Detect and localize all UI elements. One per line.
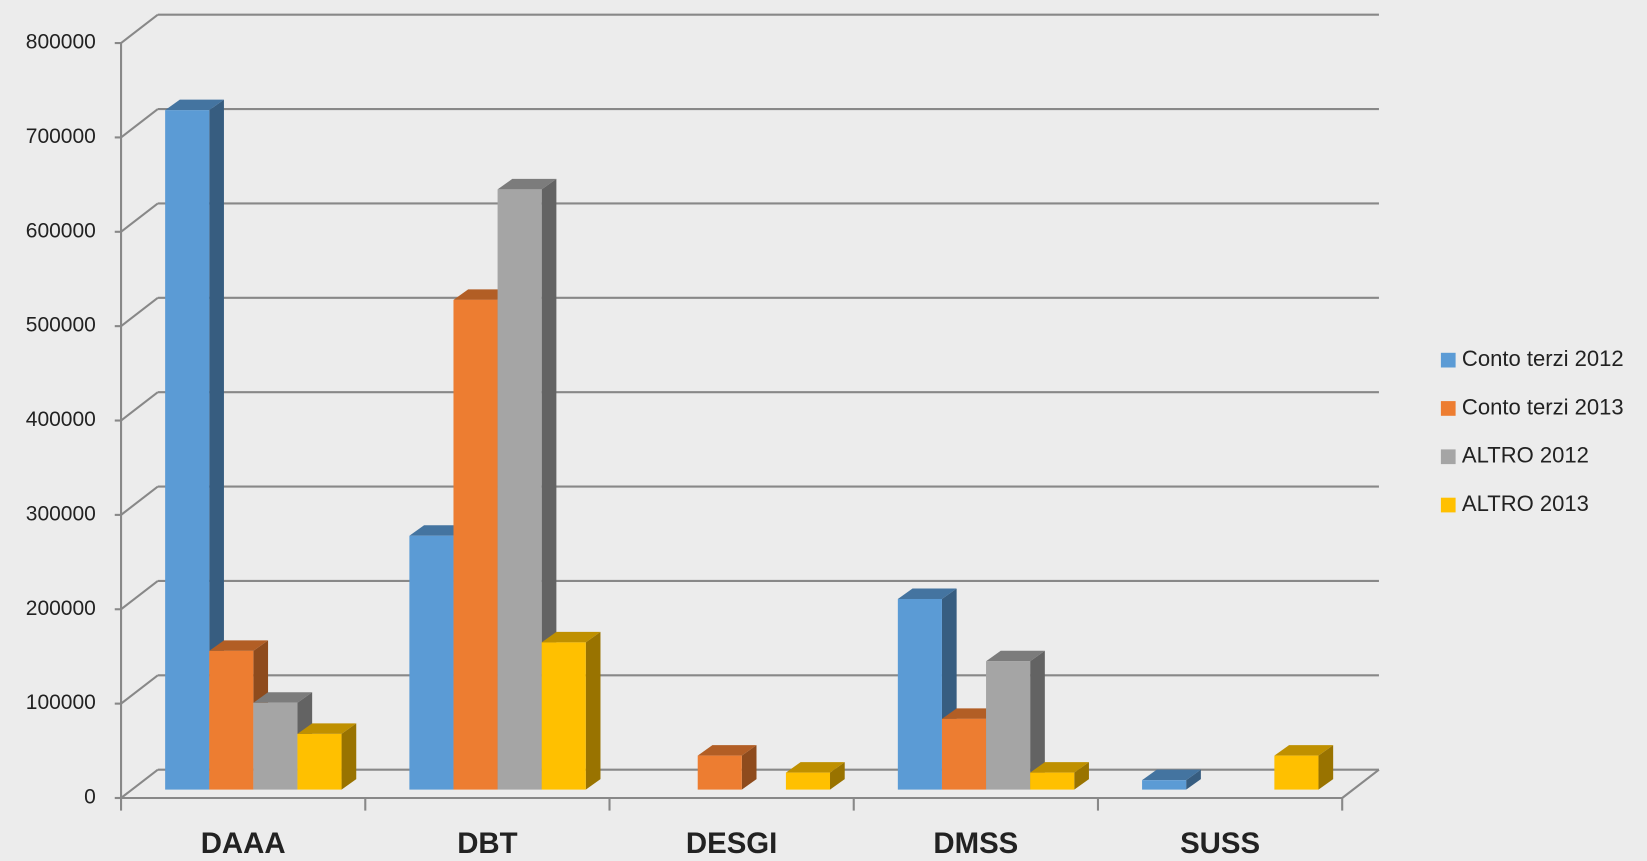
legend-swatch [1440,352,1456,368]
bar [1274,745,1334,790]
bar-side [1030,650,1045,790]
bar-side [209,99,224,790]
bar-front [941,718,987,790]
y-tick-label: 500000 [26,314,96,337]
bar-top [409,525,469,536]
bar-top [1274,745,1334,756]
x-tick-label: DMSS [933,827,1018,860]
bar-front [541,642,586,790]
bar-front [785,772,831,790]
legend-label: Conto terzi 2012 [1462,346,1624,371]
legend-swatch [1440,401,1456,416]
bar-top [785,762,845,773]
bar-top [1030,762,1089,773]
bar-top [541,631,601,643]
bar-side [830,762,845,790]
bar-side [1318,745,1334,790]
bar [697,745,757,790]
bar-side [341,723,357,790]
grid-line [120,580,159,611]
bar-front [1030,772,1075,790]
bar-top [697,745,757,756]
bar [1030,762,1089,790]
y-tick-label: 700000 [26,125,96,148]
bar [297,723,357,790]
legend-swatch [1440,497,1456,513]
grid-line [120,13,159,44]
bar-front [409,535,454,790]
bar-top [209,640,269,651]
floor-edge [1341,768,1380,799]
y-tick-label: 0 [84,786,96,809]
bar [165,99,224,790]
y-tick-label: 100000 [26,691,96,714]
bar-front [165,110,210,790]
y-tick-label: 200000 [26,597,96,620]
bar-top [1142,769,1201,781]
bar-front [697,755,742,790]
legend-label: ALTRO 2012 [1462,443,1589,468]
grid-line [120,485,159,516]
bar-top [497,178,557,190]
bar-front [453,299,498,790]
bar-front [1274,755,1319,790]
bar [541,631,601,790]
grid-line [120,674,159,705]
bar-side [1186,769,1201,790]
y-tick-label: 800000 [26,31,96,54]
bar-top [165,99,224,111]
x-tick-label: SUSS [1180,827,1260,860]
bar-top [897,588,957,599]
y-tick-label: 400000 [26,408,96,431]
bar-front [209,650,254,790]
bar-front [297,733,342,790]
bar-side [741,745,757,790]
legend-swatch [1440,449,1456,465]
grid-line [120,296,159,327]
bar-front [1142,780,1187,790]
bar-top [297,723,357,734]
legend-label: ALTRO 2013 [1462,491,1589,516]
x-tick-label: DESGI [686,827,777,860]
y-tick-label: 300000 [26,502,96,525]
grid-line [120,202,159,233]
grid-line [120,391,159,422]
x-tick-label: DAAA [201,827,286,860]
bar [1142,769,1201,790]
bar-front [897,598,942,790]
grid-line [120,768,159,799]
x-tick-label: DBT [457,827,517,860]
y-tick-label: 600000 [26,219,96,242]
bar-top [253,692,313,703]
bar [986,650,1045,790]
legend-label: Conto terzi 2013 [1462,394,1624,419]
bar-top [986,650,1045,662]
bar-side [585,631,601,790]
bar [497,178,557,790]
bar-front [986,661,1031,790]
grid-line [120,108,159,139]
bar-front [253,702,298,790]
bar-side [1074,762,1089,790]
bar-front [497,189,542,790]
bar [785,762,845,790]
